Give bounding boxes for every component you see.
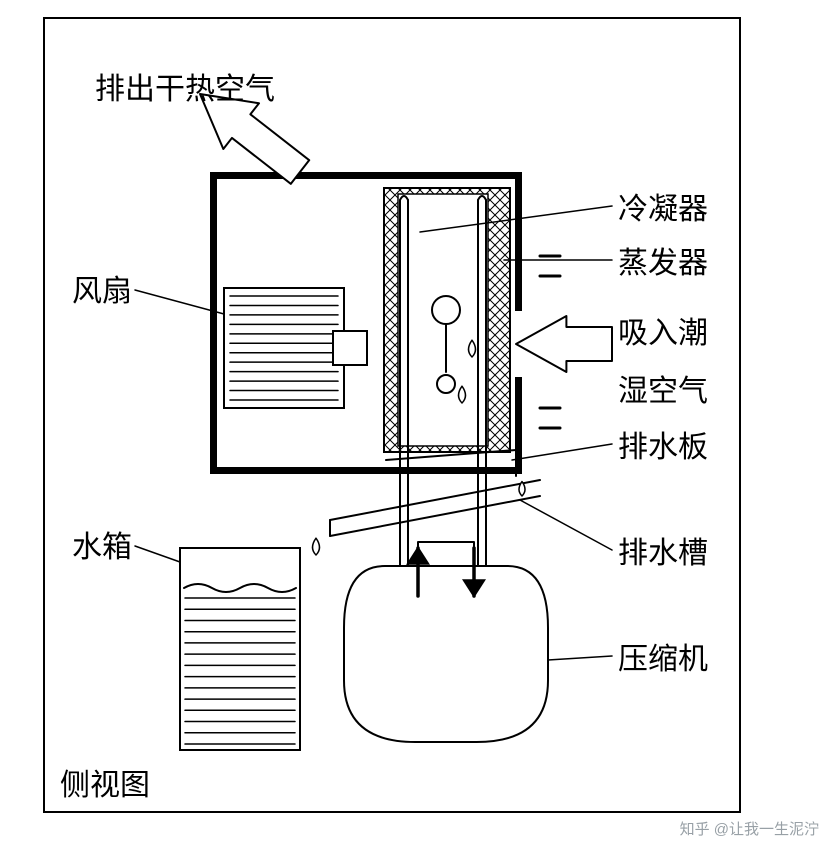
label-fan: 风扇: [72, 272, 132, 311]
label-tank: 水箱: [72, 528, 132, 567]
label-view: 侧视图: [60, 760, 150, 804]
label-draingroove: 排水槽: [618, 534, 708, 573]
label-condenser: 冷凝器: [618, 190, 708, 229]
label-exhaust: 排出干热空气: [95, 70, 275, 109]
label-intake2: 湿空气: [618, 372, 708, 411]
label-evaporator: 蒸发器: [618, 244, 708, 283]
label-intake1: 吸入潮: [618, 314, 708, 353]
watermark: 知乎 @让我一生泥泞: [680, 818, 819, 839]
label-compressor: 压缩机: [618, 640, 708, 679]
diagram-svg: [0, 0, 827, 847]
diagram-stage: 排出干热空气 冷凝器 蒸发器 风扇 吸入潮 湿空气 排水板 水箱 排水槽 压缩机…: [0, 0, 827, 847]
label-drainplate: 排水板: [618, 428, 708, 467]
